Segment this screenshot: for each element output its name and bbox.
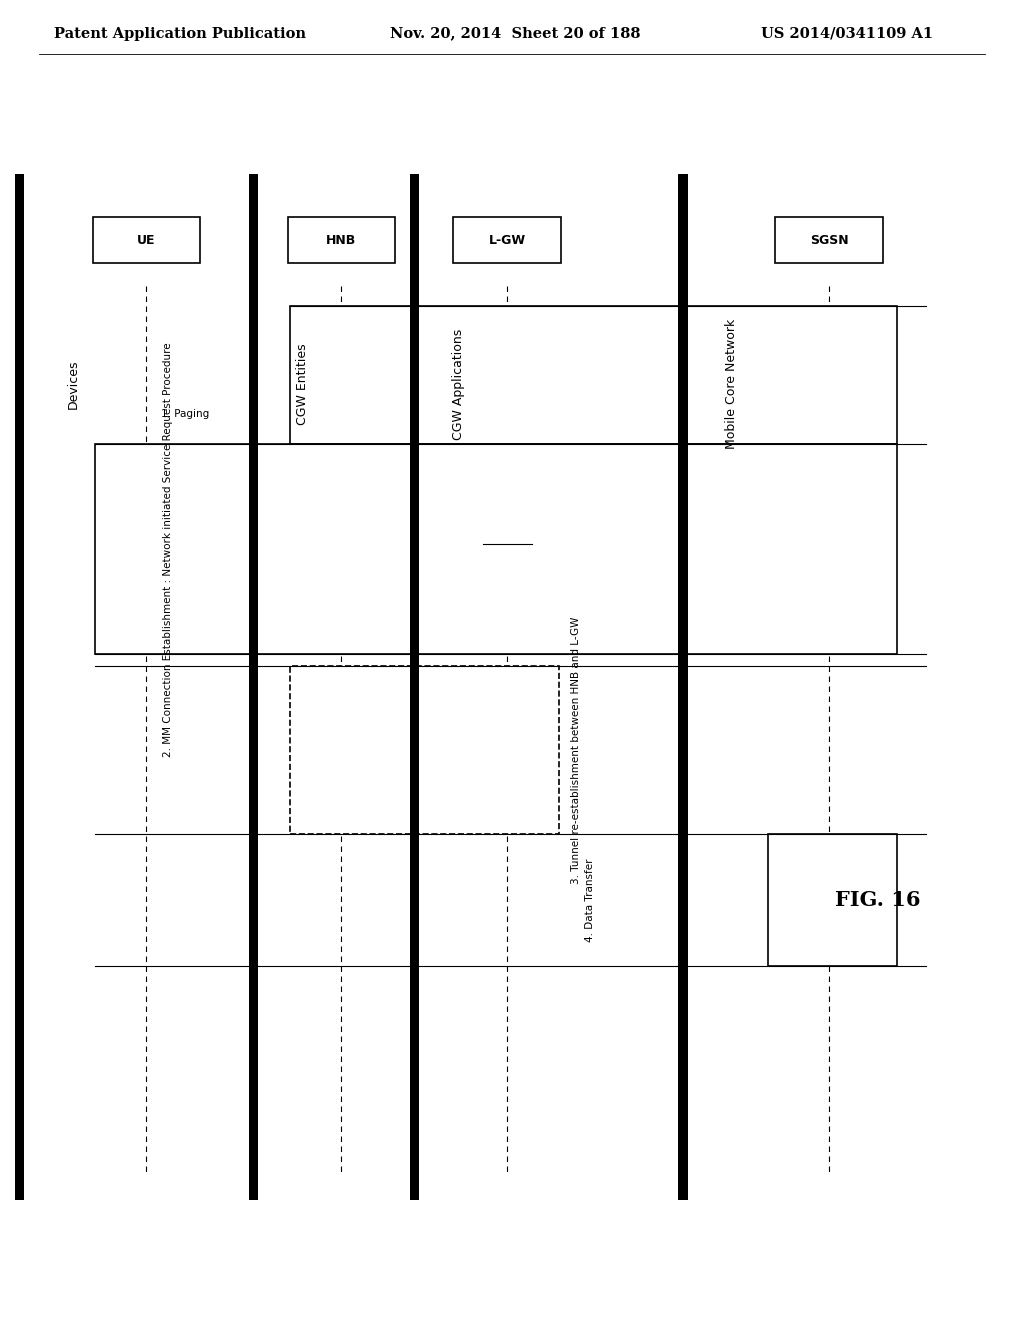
Bar <box>288 218 395 263</box>
Text: 2. MM Connection Establishment : Network initiated Service Request Procedure: 2. MM Connection Establishment : Network… <box>163 342 173 756</box>
Text: CGW Applications: CGW Applications <box>452 329 465 440</box>
Bar <box>94 444 897 653</box>
Text: 4. Data Transfer: 4. Data Transfer <box>585 858 595 941</box>
Text: US 2014/0341109 A1: US 2014/0341109 A1 <box>761 26 933 41</box>
Text: 3. Tunnel re-establishment between HNB and L-GW: 3. Tunnel re-establishment between HNB a… <box>570 616 581 883</box>
Text: 1. Paging: 1. Paging <box>161 409 209 418</box>
Bar <box>249 174 258 1200</box>
Bar <box>678 174 687 1200</box>
Text: Nov. 20, 2014  Sheet 20 of 188: Nov. 20, 2014 Sheet 20 of 188 <box>390 26 641 41</box>
Text: CGW Entities: CGW Entities <box>296 343 309 425</box>
Bar <box>768 834 897 966</box>
Text: L-GW: L-GW <box>488 234 525 247</box>
Bar <box>775 218 883 263</box>
Bar <box>410 174 420 1200</box>
Bar <box>14 174 25 1200</box>
Bar <box>454 218 561 263</box>
Text: SGSN: SGSN <box>810 234 848 247</box>
Text: Mobile Core Network: Mobile Core Network <box>725 319 738 449</box>
Bar <box>290 667 559 834</box>
Bar <box>290 306 897 444</box>
Text: FIG. 16: FIG. 16 <box>835 890 921 909</box>
Bar <box>92 218 200 263</box>
Text: HNB: HNB <box>327 234 356 247</box>
Text: Patent Application Publication: Patent Application Publication <box>53 26 305 41</box>
Text: Devices: Devices <box>67 359 80 409</box>
Text: UE: UE <box>137 234 156 247</box>
